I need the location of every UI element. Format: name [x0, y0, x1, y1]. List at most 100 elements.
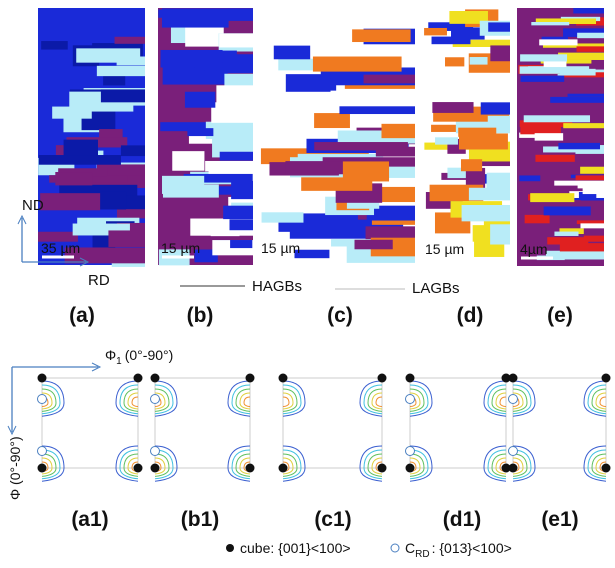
panel-label: (b) — [187, 304, 214, 327]
grain — [286, 74, 331, 92]
grain — [220, 152, 253, 161]
grain — [163, 185, 219, 198]
grain — [535, 133, 563, 140]
grain — [520, 125, 561, 134]
crd-pole — [509, 447, 518, 456]
nd-label: ND — [22, 197, 44, 214]
grain — [568, 94, 604, 97]
grain — [224, 74, 253, 87]
grain — [230, 240, 252, 248]
odf-label: (b1) — [181, 508, 220, 531]
figure: 35 µm15 µm15 µm15 µm4µm ND RD HAGBs LAGB… — [0, 0, 615, 563]
grain — [490, 45, 510, 61]
crd-pole — [406, 395, 415, 404]
grain — [521, 76, 565, 82]
grain — [432, 37, 471, 45]
cube-pole — [406, 374, 415, 383]
crd-text: : {013}<100> — [432, 540, 512, 556]
odf-box — [410, 378, 506, 468]
grain — [219, 33, 253, 47]
grain — [550, 97, 604, 103]
odf-label: (e1) — [541, 508, 578, 531]
cube-pole — [406, 464, 415, 473]
grain — [314, 142, 408, 150]
lagb-label: LAGBs — [412, 280, 460, 297]
grain — [205, 161, 253, 171]
scale-label: 15 µm — [161, 240, 200, 256]
odf-label: (d1) — [443, 508, 482, 531]
cube-pole — [602, 464, 611, 473]
grain — [339, 106, 415, 114]
grain — [185, 92, 215, 108]
grain — [185, 27, 224, 46]
grain — [580, 223, 604, 228]
grain — [435, 137, 458, 144]
grain — [577, 33, 604, 38]
grain — [539, 39, 577, 45]
grain — [211, 102, 253, 123]
grain — [103, 75, 125, 85]
grain — [573, 8, 604, 13]
grain — [262, 212, 304, 222]
odf-box — [155, 378, 250, 468]
grain — [424, 28, 447, 35]
grain — [381, 124, 415, 138]
crd-symbol: C — [405, 540, 415, 556]
grain — [531, 22, 569, 25]
cube-pole — [134, 464, 143, 473]
grain — [554, 181, 604, 186]
cube-marker — [226, 544, 234, 552]
grain — [544, 206, 591, 215]
grain — [470, 57, 488, 65]
cube-pole — [38, 374, 47, 383]
grain — [544, 61, 567, 67]
scale-label: 15 µm — [261, 240, 300, 256]
odf-label: (a1) — [71, 508, 108, 531]
cube-pole — [279, 464, 288, 473]
cube-pole — [509, 374, 518, 383]
grain — [108, 230, 145, 247]
grain — [101, 89, 145, 102]
grain — [355, 240, 393, 250]
odf-box — [42, 378, 138, 468]
grain — [520, 54, 567, 61]
grain — [432, 102, 473, 113]
grain — [560, 243, 604, 251]
grain — [524, 115, 590, 122]
grain — [530, 193, 574, 202]
grain — [462, 205, 510, 221]
scale-label: 4µm — [520, 241, 548, 257]
grain — [481, 102, 510, 114]
cube-pole — [246, 464, 255, 473]
grain — [519, 175, 540, 181]
scale-label: 15 µm — [425, 241, 464, 257]
grain — [121, 145, 145, 156]
grain — [563, 123, 604, 128]
grain — [39, 155, 121, 165]
grain — [216, 85, 253, 105]
grain — [314, 113, 350, 128]
panel-label: (c) — [327, 304, 353, 327]
grain — [577, 46, 604, 51]
grain — [488, 22, 510, 31]
grain — [223, 206, 253, 219]
crd-sub: RD — [415, 549, 429, 560]
grain — [99, 129, 123, 138]
grain — [55, 172, 92, 185]
cube-pole — [378, 374, 387, 383]
grain — [525, 215, 550, 223]
rd-label: RD — [88, 272, 110, 289]
grain — [445, 57, 464, 66]
grain — [490, 224, 510, 244]
grain — [580, 167, 604, 174]
panel-label: (d) — [457, 304, 484, 327]
crd-pole — [406, 447, 415, 456]
grain — [313, 57, 402, 72]
crd-pole — [38, 395, 47, 404]
grain — [459, 133, 508, 149]
hagb-label: HAGBs — [252, 278, 302, 295]
crd-pole — [151, 447, 160, 456]
grain — [115, 37, 145, 44]
grain — [364, 75, 415, 84]
